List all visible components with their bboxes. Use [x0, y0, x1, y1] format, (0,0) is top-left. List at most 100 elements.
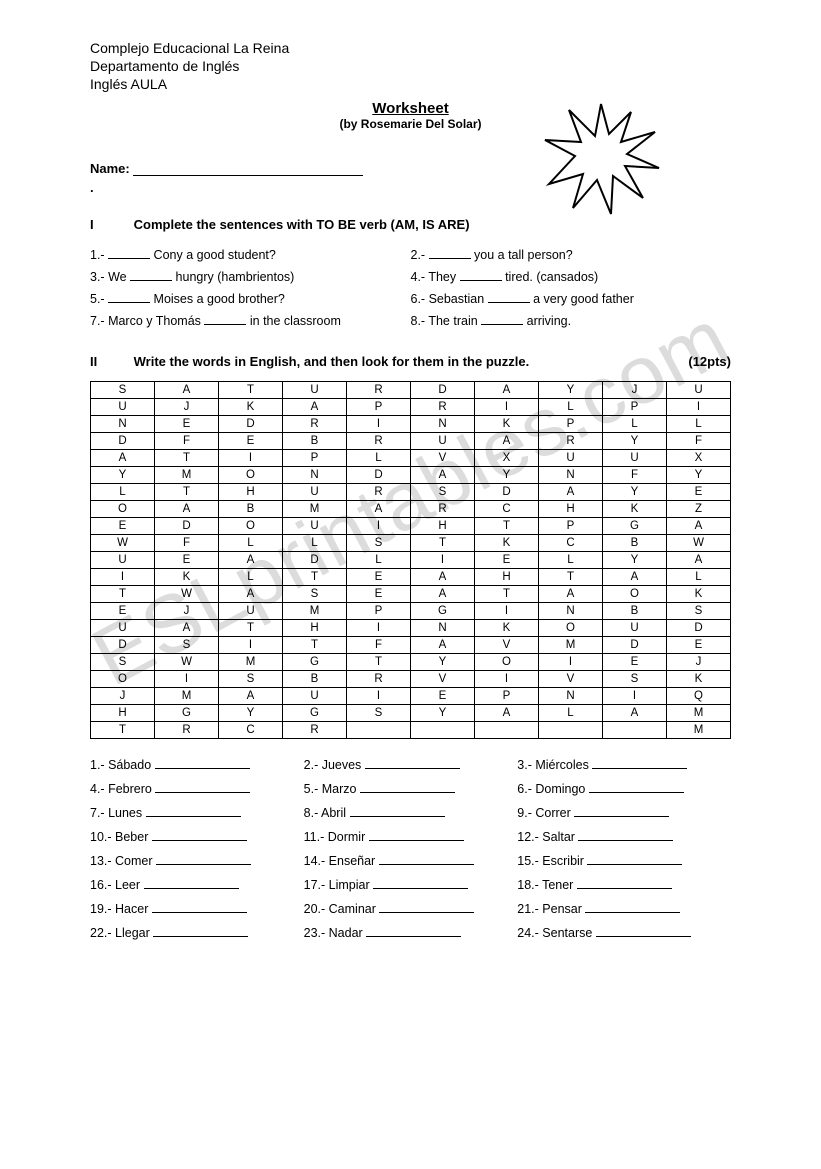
word-es: Miércoles [535, 758, 592, 772]
puzzle-cell: R [283, 722, 347, 739]
puzzle-cell: U [667, 382, 731, 399]
puzzle-cell: O [91, 671, 155, 688]
puzzle-cell: H [219, 484, 283, 501]
word-blank[interactable] [350, 806, 445, 817]
puzzle-cell: W [155, 654, 219, 671]
puzzle-cell: A [219, 688, 283, 705]
puzzle-cell [347, 722, 411, 739]
puzzle-cell: K [667, 671, 731, 688]
word-blank[interactable] [592, 758, 687, 769]
word-blank[interactable] [585, 902, 680, 913]
word-blank[interactable] [366, 926, 461, 937]
puzzle-cell: G [603, 518, 667, 535]
puzzle-cell: A [219, 586, 283, 603]
word-blank[interactable] [156, 854, 251, 865]
word-number: 4.- [90, 782, 108, 796]
answer-blank[interactable] [108, 292, 150, 303]
word-blank[interactable] [365, 758, 460, 769]
word-blank[interactable] [589, 782, 684, 793]
item-number: 6.- [411, 292, 429, 306]
puzzle-cell: D [91, 433, 155, 450]
word-number: 7.- [90, 806, 108, 820]
word-blank[interactable] [578, 830, 673, 841]
word-blank[interactable] [574, 806, 669, 817]
word-number: 21.- [517, 902, 542, 916]
item-text: arriving. [523, 314, 571, 328]
word-blank[interactable] [577, 878, 672, 889]
word-blank[interactable] [153, 926, 248, 937]
name-input-line[interactable] [133, 162, 363, 176]
puzzle-cell: L [539, 552, 603, 569]
puzzle-cell: U [283, 518, 347, 535]
word-blank[interactable] [152, 902, 247, 913]
puzzle-cell: U [91, 620, 155, 637]
puzzle-row: IKLTEAHTAL [91, 569, 731, 586]
word-blank[interactable] [373, 878, 468, 889]
answer-blank[interactable] [481, 314, 523, 325]
word-blank[interactable] [379, 854, 474, 865]
word-number: 19.- [90, 902, 115, 916]
word-blank[interactable] [152, 830, 247, 841]
puzzle-cell: L [219, 535, 283, 552]
puzzle-cell: O [475, 654, 539, 671]
word-blank[interactable] [144, 878, 239, 889]
puzzle-cell: A [411, 467, 475, 484]
word-blank[interactable] [596, 926, 691, 937]
word-number: 6.- [517, 782, 535, 796]
item-text: Moises a good brother? [150, 292, 285, 306]
puzzle-cell: L [667, 569, 731, 586]
word-number: 18.- [517, 878, 542, 892]
word-item: 23.- Nadar [304, 921, 518, 945]
answer-blank[interactable] [429, 248, 471, 259]
word-es: Lunes [108, 806, 146, 820]
puzzle-cell: I [603, 688, 667, 705]
answer-blank[interactable] [108, 248, 150, 259]
puzzle-cell: P [539, 416, 603, 433]
puzzle-cell: E [475, 552, 539, 569]
puzzle-cell: R [347, 671, 411, 688]
word-item: 13.- Comer [90, 849, 304, 873]
word-blank[interactable] [369, 830, 464, 841]
puzzle-cell: D [219, 416, 283, 433]
word-blank[interactable] [379, 902, 474, 913]
puzzle-cell: B [603, 603, 667, 620]
answer-blank[interactable] [130, 270, 172, 281]
word-number: 11.- [304, 830, 328, 844]
puzzle-row: ATIPLVXUUX [91, 450, 731, 467]
puzzle-cell: A [411, 586, 475, 603]
word-number: 24.- [517, 926, 542, 940]
puzzle-cell: N [411, 416, 475, 433]
puzzle-cell [539, 722, 603, 739]
puzzle-cell: M [283, 501, 347, 518]
word-item: 17.- Limpiar [304, 873, 518, 897]
puzzle-cell: U [219, 603, 283, 620]
word-es: Dormir [328, 830, 369, 844]
puzzle-cell: F [603, 467, 667, 484]
word-blank[interactable] [146, 806, 241, 817]
puzzle-cell: S [91, 382, 155, 399]
puzzle-row: HGYGSYALAM [91, 705, 731, 722]
puzzle-cell: N [539, 603, 603, 620]
puzzle-cell: B [283, 433, 347, 450]
puzzle-row: DSITFAVMDE [91, 637, 731, 654]
word-blank[interactable] [155, 758, 250, 769]
puzzle-cell: T [283, 637, 347, 654]
word-blank[interactable] [155, 782, 250, 793]
answer-blank[interactable] [488, 292, 530, 303]
puzzle-cell: T [155, 484, 219, 501]
puzzle-cell: T [475, 586, 539, 603]
word-blank[interactable] [587, 854, 682, 865]
answer-blank[interactable] [460, 270, 502, 281]
puzzle-cell: E [155, 416, 219, 433]
puzzle-cell: R [539, 433, 603, 450]
puzzle-cell: H [411, 518, 475, 535]
word-blank[interactable] [360, 782, 455, 793]
word-item: 15.- Escribir [517, 849, 731, 873]
answer-blank[interactable] [204, 314, 246, 325]
puzzle-cell: S [219, 671, 283, 688]
puzzle-cell: F [667, 433, 731, 450]
puzzle-cell: A [667, 518, 731, 535]
puzzle-cell: D [603, 637, 667, 654]
word-number: 1.- [90, 758, 108, 772]
puzzle-cell: W [155, 586, 219, 603]
